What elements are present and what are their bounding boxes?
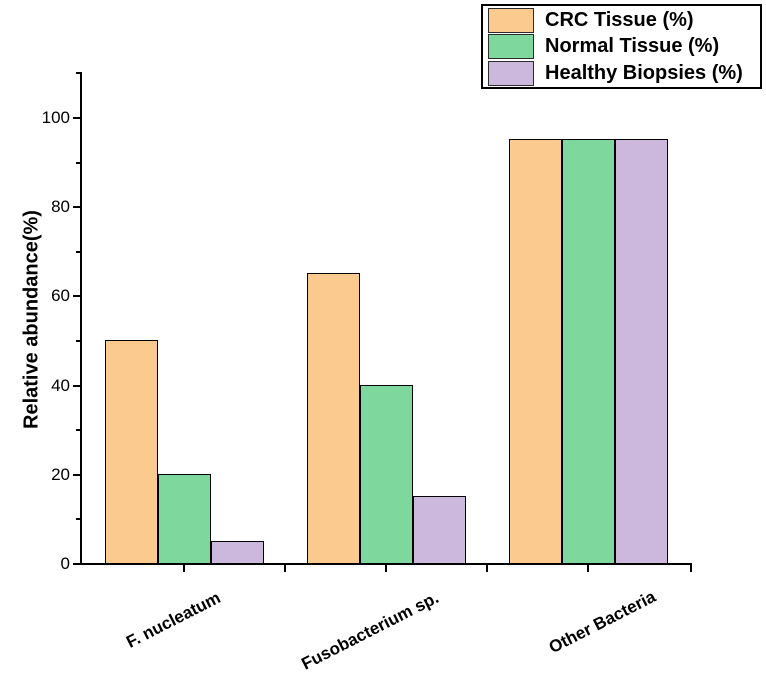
- legend-row: CRC Tissue (%): [488, 7, 760, 33]
- y-major-tick: [73, 206, 80, 208]
- legend-label: CRC Tissue (%): [545, 8, 694, 31]
- y-tick-label: 40: [51, 376, 70, 395]
- y-major-tick: [73, 474, 80, 476]
- y-axis-title: Relative abundance(%): [20, 210, 43, 429]
- bar: [307, 273, 360, 564]
- y-tick-label: 100: [41, 108, 70, 127]
- legend-swatch: [488, 34, 534, 59]
- y-minor-tick: [76, 518, 80, 520]
- x-tick: [486, 565, 488, 572]
- bar: [615, 139, 668, 564]
- y-minor-tick: [76, 429, 80, 431]
- bar: [158, 474, 211, 564]
- x-tick: [385, 565, 387, 572]
- y-major-tick: [73, 295, 80, 297]
- legend: CRC Tissue (%) Normal Tissue (%) Healthy B…: [481, 4, 762, 89]
- y-tick-label: 80: [51, 197, 70, 216]
- legend-swatch: [488, 60, 534, 86]
- bar: [562, 139, 615, 564]
- y-minor-tick: [76, 340, 80, 342]
- legend-swatch: [488, 7, 534, 33]
- x-tick: [690, 565, 692, 572]
- y-minor-tick: [76, 251, 80, 253]
- y-minor-tick: [76, 162, 80, 164]
- y-minor-tick: [76, 72, 80, 74]
- x-tick: [587, 565, 589, 572]
- bar: [360, 385, 413, 564]
- y-axis-line: [80, 72, 82, 565]
- bar: [211, 541, 264, 564]
- y-major-tick: [73, 385, 80, 387]
- x-category-label: Other Bacteria: [545, 587, 659, 658]
- y-tick-label: 20: [51, 465, 70, 484]
- x-category-label: F. nucleatum: [123, 588, 224, 652]
- x-tick: [183, 565, 185, 572]
- legend-label: Healthy Biopsies (%): [545, 61, 743, 84]
- x-tick: [284, 565, 286, 572]
- legend-label: Normal Tissue (%): [545, 35, 720, 57]
- y-tick-label: 60: [51, 286, 70, 305]
- bar: [105, 340, 158, 564]
- x-axis-line: [80, 563, 692, 565]
- legend-row: Healthy Biopsies (%): [488, 60, 760, 86]
- y-tick-label: 0: [60, 554, 70, 573]
- legend-row: Normal Tissue (%): [488, 34, 760, 59]
- y-major-tick: [73, 117, 80, 119]
- y-major-tick: [73, 563, 80, 565]
- x-category-label: Fusobacterium sp.: [298, 588, 442, 674]
- bar: [413, 496, 466, 564]
- bar: [509, 139, 562, 564]
